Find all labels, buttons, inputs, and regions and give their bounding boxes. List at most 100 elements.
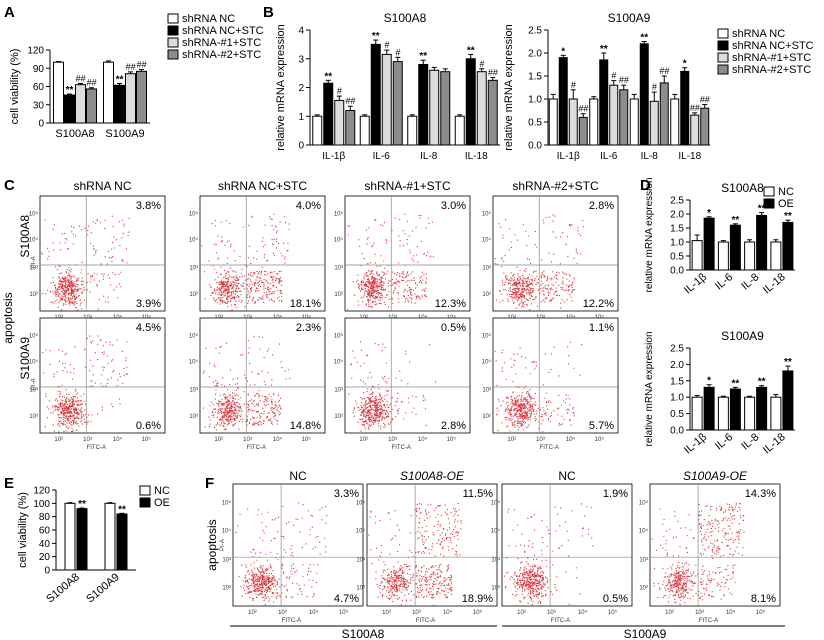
category-label: S100A9 — [84, 571, 122, 605]
flow-y-tick-label: 10² — [222, 586, 231, 592]
hash-annotation: ## — [700, 95, 711, 105]
y-axis-label-group: relative mRNA expression — [503, 24, 515, 151]
category-label: IL-18 — [465, 151, 488, 162]
flow-x-tick-label: 10² — [248, 610, 257, 616]
bar — [370, 43, 381, 146]
bar — [609, 84, 619, 146]
category-label-group: IL-8 — [739, 431, 761, 452]
flow-plot-frame — [39, 195, 166, 312]
category-label: IL-8 — [739, 271, 761, 292]
y-axis-label-group: relative mRNA expression — [644, 331, 655, 446]
hash-annotation: # — [337, 86, 343, 96]
flow-x-axis-label: FITC-A — [699, 618, 718, 624]
group-label: S100A8 — [342, 627, 385, 640]
legend-e-label: OE — [154, 497, 170, 509]
category-label: S100A8 — [55, 128, 94, 140]
flow-x-tick-label: 10⁵ — [473, 609, 483, 616]
category-label: IL-8 — [641, 151, 659, 162]
lower-right-percentage: 8.1% — [751, 593, 776, 605]
legend-a-label: shRNA NC — [182, 13, 235, 25]
y-tick-label: 100 — [33, 499, 50, 510]
legend-d-swatch — [763, 186, 775, 197]
legend-a-label: shRNA-#2+STC — [182, 49, 261, 61]
legend-e-label: NC — [154, 485, 170, 497]
flow-y-tick-label: 10⁵ — [222, 499, 232, 506]
lower-right-percentage: 12.3% — [435, 298, 466, 310]
flow-row-label: S100A9 — [18, 337, 32, 380]
flow-plot-frame — [199, 317, 326, 434]
bar — [756, 386, 768, 431]
y-tick-label: 0 — [44, 566, 50, 577]
y-tick-label: 120 — [33, 486, 50, 497]
flow-x-tick-label: 10⁵ — [142, 314, 152, 321]
flow-row-label-group: S100A8 — [18, 215, 32, 258]
flow-plot-frame — [649, 483, 781, 607]
y-tick-label: 90 — [33, 64, 45, 75]
y-tick-label: 40 — [39, 539, 51, 550]
legend-a-swatch — [167, 37, 179, 48]
flow-x-tick-label: 10⁵ — [302, 314, 312, 321]
y-tick-label: 0.5 — [528, 118, 542, 129]
hash-annotation: ## — [86, 78, 97, 88]
panel-label: C — [4, 177, 15, 194]
category-label: IL-6 — [713, 271, 735, 292]
flow-x-tick-label: 10² — [517, 610, 526, 616]
flow-x-tick-label: 10² — [507, 437, 516, 443]
y-tick-label: 30 — [33, 100, 45, 111]
flow-x-axis-label: FITC-A — [87, 445, 106, 451]
category-label-group: IL-8 — [739, 271, 761, 292]
chart-title: S100A9 — [608, 11, 651, 25]
y-axis-label: relative mRNA expression — [644, 177, 655, 292]
flow-y-tick-label: 10² — [639, 586, 648, 592]
category-label: IL-18 — [761, 271, 788, 296]
category-label-group: IL-18 — [761, 431, 788, 456]
flow-y-tick-label: 10⁴ — [482, 359, 492, 366]
flow-plot-frame — [366, 483, 498, 607]
bar — [589, 98, 599, 146]
y-tick-label: 2.5 — [670, 196, 684, 207]
flow-row-label-group: S100A9 — [18, 337, 32, 380]
hash-annotation: ## — [488, 67, 499, 77]
flow-y-axis-label: PI-A — [31, 378, 37, 390]
hash-annotation: # — [479, 59, 485, 69]
y-tick-label: 4 — [298, 26, 304, 37]
flow-y-tick-label: 10⁴ — [491, 527, 501, 534]
y-axis-label: cell viability (%) — [17, 492, 29, 568]
y-tick-label: 60 — [39, 526, 51, 537]
flow-plot-frame — [492, 317, 619, 434]
flow-x-tick-label: 10² — [359, 437, 368, 443]
flow-x-tick-label: 10⁵ — [339, 609, 349, 616]
flow-row-label: S100A8 — [18, 215, 32, 258]
lower-right-percentage: 4.7% — [334, 593, 359, 605]
flow-plot-frame — [501, 483, 633, 607]
flow-x-axis-label: FITC-A — [540, 445, 559, 451]
flow-x-tick-label: 10⁴ — [113, 436, 123, 443]
flow-y-tick-label: 10⁴ — [639, 527, 649, 534]
y-axis-label: relative mRNA expression — [503, 24, 515, 151]
bar — [125, 73, 136, 124]
bar — [717, 241, 729, 271]
chart-title: S100A8 — [384, 11, 427, 25]
chart-title: S100A8 — [721, 181, 764, 195]
y-axis-label-group: cell viability (%) — [17, 492, 29, 568]
panel-label: F — [205, 475, 214, 492]
flow-x-tick-label: 10⁵ — [608, 609, 618, 616]
legend-b-label: shRNA-#2+STC — [732, 64, 811, 76]
flow-y-tick-label: 10³ — [356, 558, 365, 564]
flow-plot-frame — [39, 317, 166, 434]
lower-right-percentage: 0.5% — [603, 593, 628, 605]
lower-right-percentage: 12.2% — [583, 298, 614, 310]
legend-a-label: shRNA-#1+STC — [182, 37, 261, 49]
legend-b-swatch — [717, 28, 729, 39]
flow-y-tick-label: 10⁵ — [29, 210, 39, 217]
bar — [744, 396, 756, 431]
flow-x-tick-label: 10⁵ — [302, 436, 312, 443]
bar — [104, 502, 116, 571]
y-axis-label-group: cell viability (%) — [9, 49, 21, 125]
panel-label: E — [4, 475, 14, 492]
upper-right-percentage: 4.5% — [136, 322, 161, 334]
flow-x-tick-label: 10³ — [547, 610, 556, 616]
flow-y-tick-label: 10⁵ — [639, 499, 649, 506]
flow-x-tick-label: 10³ — [278, 610, 287, 616]
